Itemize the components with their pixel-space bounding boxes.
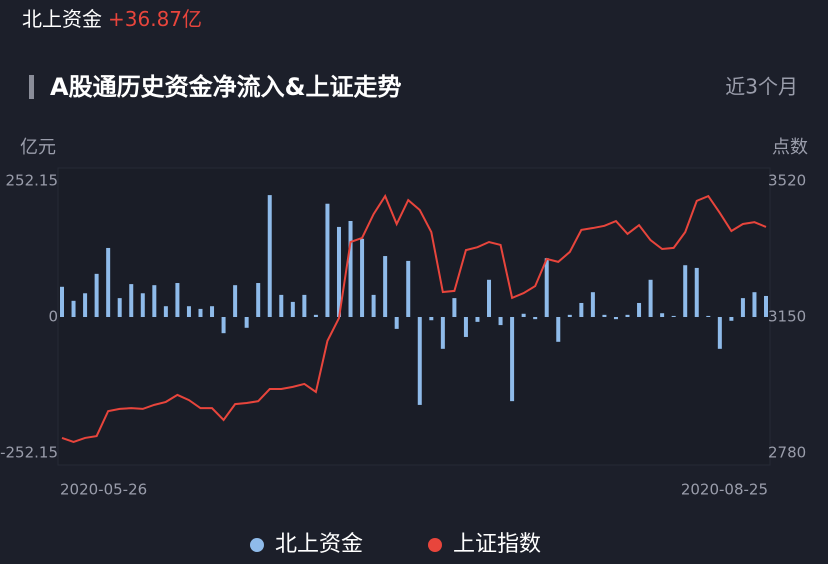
bar: [717, 317, 722, 349]
bar: [383, 256, 388, 317]
bar: [729, 317, 734, 321]
bar: [186, 306, 191, 317]
bar: [152, 285, 157, 317]
bar: [406, 260, 411, 317]
legend-label: 北上资金: [275, 532, 363, 557]
bar: [371, 294, 376, 317]
bar: [556, 317, 561, 342]
bar: [94, 273, 99, 317]
bar: [279, 294, 284, 317]
bar: [544, 258, 549, 317]
bar: [498, 317, 503, 326]
legend-marker: [428, 538, 442, 552]
bar: [475, 317, 480, 322]
period[interactable]: 近3个月: [725, 75, 798, 99]
y2-tick-label: 2780: [768, 444, 806, 462]
bar: [71, 300, 76, 317]
bar: [694, 267, 699, 317]
bar: [579, 302, 584, 317]
bar: [440, 317, 445, 349]
bar: [660, 313, 665, 317]
bar: [198, 308, 203, 317]
bar: [613, 317, 618, 320]
line: [61, 193, 767, 444]
bar: [60, 286, 64, 317]
y-tick-label: -252.15: [0, 444, 58, 462]
bar: [452, 298, 457, 317]
bar: [348, 220, 353, 317]
bar: [117, 298, 122, 317]
bar: [106, 247, 111, 317]
bar: [394, 317, 399, 329]
bar: [233, 285, 238, 317]
y-axis-label: 亿元: [20, 137, 56, 158]
bar: [244, 317, 249, 328]
bar: [521, 313, 526, 317]
bar: [313, 314, 318, 317]
bar: [129, 284, 134, 317]
bar: [533, 317, 538, 320]
bar: [671, 315, 676, 317]
y2-axis-label: 点数: [772, 137, 808, 158]
bar: [510, 317, 515, 402]
bar: [602, 314, 607, 317]
bar: [567, 314, 572, 317]
bar: [417, 317, 422, 405]
bar: [637, 302, 642, 317]
bar: [590, 292, 595, 317]
header-label: 北上资金: [22, 7, 102, 31]
x-tick-label: 2020-08-25: [681, 481, 768, 499]
bar: [752, 292, 757, 317]
legend-marker: [250, 538, 264, 552]
bar: [210, 306, 215, 317]
bar: [83, 293, 88, 317]
bar: [487, 279, 492, 317]
bar: [290, 301, 295, 317]
bar: [463, 317, 468, 337]
bar: [764, 295, 768, 317]
y2-tick-label: 3520: [768, 172, 806, 190]
y2-tick-label: 3150: [768, 308, 806, 326]
title-marker: [29, 75, 34, 99]
bar: [429, 317, 434, 321]
y-tick-label: 252.15: [6, 172, 59, 190]
x-tick-label: 2020-05-26: [60, 481, 147, 499]
header: 北上资金 +36.87亿: [22, 7, 202, 31]
bar: [163, 306, 168, 317]
bar: [325, 203, 330, 317]
chart-title: A股通历史资金净流入&上证走势: [50, 73, 402, 101]
bar: [648, 279, 653, 317]
bar: [706, 315, 711, 317]
y-tick-label: 0: [48, 308, 58, 326]
bar: [221, 317, 226, 334]
bar: [625, 314, 630, 317]
bar: [140, 293, 145, 317]
bar: [175, 283, 180, 317]
bar: [336, 226, 341, 317]
legend-label: 上证指数: [453, 532, 541, 557]
bar: [256, 283, 261, 317]
bar: [683, 265, 688, 317]
bar: [740, 298, 745, 317]
bar: [267, 195, 272, 317]
bar: [302, 294, 307, 317]
bar: [360, 238, 365, 317]
header-value: +36.87亿: [108, 7, 202, 31]
